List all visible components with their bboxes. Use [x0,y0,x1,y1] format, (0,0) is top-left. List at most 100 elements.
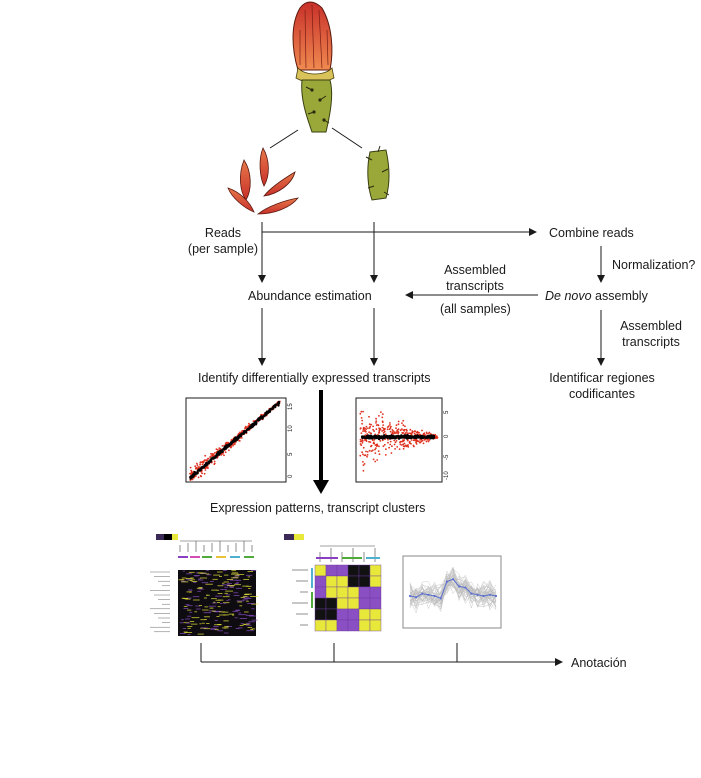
ma-point-red [402,424,405,427]
correlation-cell [347,619,360,632]
heatmap-cell [240,597,246,598]
heatmap-cell [203,597,207,599]
correlation-cell [347,608,360,621]
correlation-cell [347,586,360,599]
ma-point-red [368,415,370,418]
ma-point-red [391,429,394,431]
heatmap-cell [181,577,187,579]
heatmap-cell [185,618,190,620]
ma-point-red [382,432,385,434]
heatmap-cell [239,625,244,626]
heatmap-cell [247,603,255,604]
cluster-bar [178,556,188,558]
assembled-right-line2: transcripts [622,335,680,349]
heatmap-cell [197,572,204,574]
ma-point-red [360,432,363,434]
heatmap-cell [251,608,255,610]
ma-point-red [419,438,422,441]
correlation-cell [325,597,338,610]
heatmap-cell [217,606,221,608]
ma-point-red [359,440,362,443]
heatmap-cell [213,574,221,576]
color-key-high [294,534,304,540]
ma-point-red [396,446,399,448]
ma-point-red [366,454,369,456]
scatter-point-red [190,471,193,473]
ma-point-red [371,449,374,452]
ma-point-red [396,431,398,434]
heatmap-cell [239,605,243,607]
ma-point-red [362,427,365,429]
ma-point-red [394,441,397,444]
heatmap-cell [222,596,230,598]
scatter-point-black [245,431,248,434]
scatter-point-black [258,417,261,420]
ma-point-black [426,436,430,439]
cluster-line [409,571,497,604]
heatmap-cell [195,608,201,610]
heatmap-cell [242,623,250,625]
heatmap-cell [232,614,235,616]
correlation-cell [314,608,327,621]
scatter-point-red [196,462,198,465]
heatmap-cell [179,633,186,634]
cluster-bar [342,557,362,559]
ma-point-red [375,422,377,424]
heatmap-cell [250,570,257,571]
heatmap-cell [235,587,242,589]
ma-point-black [404,436,407,439]
ma-point-red [361,442,364,444]
ma-point-red [378,453,381,456]
scatter-point-black [268,410,271,413]
heatmap-cell [222,611,229,613]
cluster-bar [216,556,226,558]
heatmap-cell [219,611,225,613]
cluster-bar [316,557,338,559]
heatmap-cell [206,623,210,624]
heatmap-cell [218,614,227,616]
ma-point-red [417,440,419,443]
correlation-cell [369,597,382,610]
heatmap-cell [209,581,214,582]
heatmap-cell [233,592,239,594]
heatmap-cell [223,632,229,634]
scatter-point-red [221,445,224,447]
scatter-point-red [199,463,202,466]
ma-point-red [412,444,415,447]
heatmap-cell [194,611,198,613]
ma-point-red [373,438,376,441]
scatter-point-black [194,473,197,476]
heatmap-cell [222,584,230,586]
heatmap-cell [247,627,253,628]
ma-point-black [386,436,390,439]
correlation-cell [369,575,382,588]
scatter-point-red [247,424,250,427]
correlation-cell [336,564,349,577]
heatmap-cell [234,575,240,577]
heatmap-cell [198,588,204,590]
correlation-cell [369,608,382,621]
ma-point-black [422,435,426,439]
heatmap-cell [244,593,252,595]
assembled-transcripts-right-label: Assembled transcripts [606,318,696,350]
correlation-cell [314,575,327,588]
scatter-point-red [220,454,223,456]
heatmap-cell [184,632,193,633]
ma-point-red [368,449,371,452]
scatter-point-black [224,447,227,450]
scatter-point-black [263,414,266,417]
ma-point-red [399,443,402,446]
heatmap-cell [246,614,254,616]
ma-point-red [389,443,392,446]
ma-point-red [381,413,384,415]
ma-point-red [404,425,406,428]
scatter-point-black [222,447,225,451]
scatter-point-black [226,445,229,448]
ma-point-red [397,431,400,434]
heatmap-cell [179,622,184,624]
heatmap-cell [223,620,229,622]
heatmap-cell [248,621,256,623]
heatmap-cell [211,610,216,612]
heatmap-cell [196,587,203,589]
scatter-point-black [215,453,219,456]
